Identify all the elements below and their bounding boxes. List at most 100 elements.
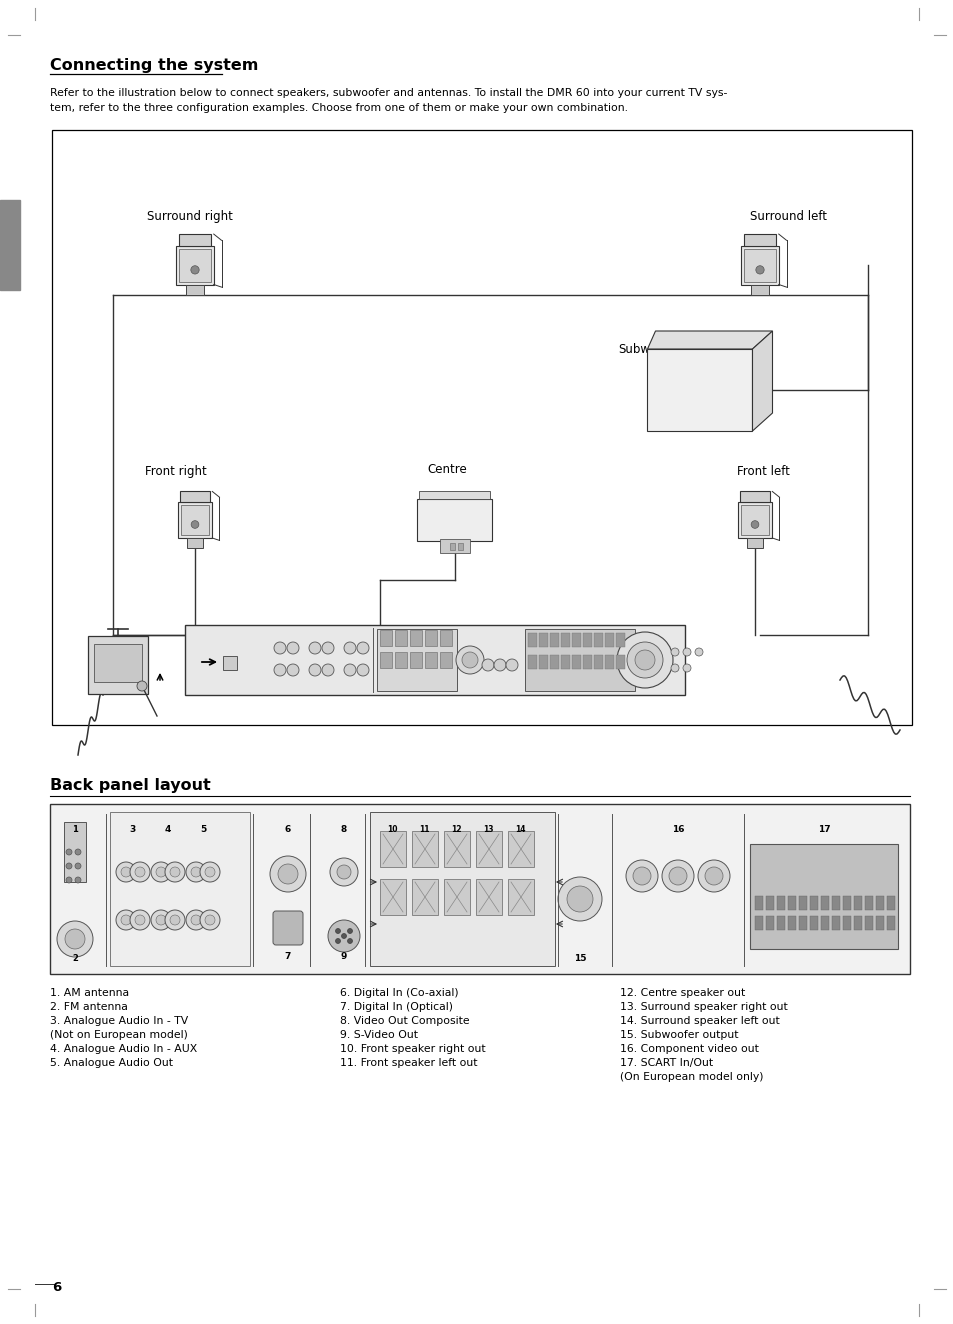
Bar bbox=[177, 502, 213, 538]
Text: 15. Subwoofer output: 15. Subwoofer output bbox=[619, 1030, 738, 1039]
Circle shape bbox=[191, 520, 198, 528]
Bar bbox=[376, 629, 456, 691]
Bar bbox=[410, 651, 421, 669]
Bar bbox=[379, 651, 392, 669]
Circle shape bbox=[698, 861, 729, 892]
Bar bbox=[776, 896, 784, 910]
Text: 6: 6 bbox=[285, 825, 291, 834]
Bar bbox=[457, 543, 462, 549]
Circle shape bbox=[200, 910, 220, 929]
Bar bbox=[776, 916, 784, 929]
Bar bbox=[412, 831, 437, 867]
Text: 17: 17 bbox=[817, 825, 829, 834]
Bar bbox=[179, 234, 211, 245]
Bar bbox=[560, 633, 569, 647]
Bar bbox=[52, 130, 911, 726]
Circle shape bbox=[151, 910, 171, 929]
Text: 16. Component video out: 16. Component video out bbox=[619, 1045, 758, 1054]
Text: Surround left: Surround left bbox=[749, 211, 826, 222]
Circle shape bbox=[344, 642, 355, 654]
Circle shape bbox=[336, 865, 351, 879]
Bar bbox=[842, 916, 850, 929]
Bar bbox=[799, 916, 806, 929]
Bar bbox=[787, 916, 795, 929]
Text: 15: 15 bbox=[573, 955, 586, 963]
Circle shape bbox=[137, 681, 147, 691]
Text: Connecting the system: Connecting the system bbox=[50, 58, 258, 73]
Circle shape bbox=[750, 520, 758, 528]
Text: Front right: Front right bbox=[145, 465, 207, 478]
Circle shape bbox=[57, 922, 92, 957]
Bar bbox=[560, 655, 569, 669]
Circle shape bbox=[170, 867, 180, 876]
Circle shape bbox=[121, 867, 131, 876]
Bar bbox=[379, 879, 406, 915]
Bar bbox=[572, 655, 580, 669]
Text: Back panel layout: Back panel layout bbox=[50, 779, 211, 793]
Circle shape bbox=[191, 266, 199, 274]
Circle shape bbox=[65, 929, 85, 949]
Bar bbox=[582, 633, 592, 647]
Circle shape bbox=[116, 910, 136, 929]
Bar bbox=[176, 245, 213, 285]
Circle shape bbox=[191, 867, 201, 876]
Text: Subwoofer: Subwoofer bbox=[618, 343, 679, 356]
Bar bbox=[765, 916, 773, 929]
Text: Surround right: Surround right bbox=[147, 211, 233, 222]
Bar bbox=[864, 896, 872, 910]
Text: 6. Digital In (Co-axial): 6. Digital In (Co-axial) bbox=[339, 988, 458, 998]
Circle shape bbox=[274, 642, 286, 654]
Circle shape bbox=[341, 933, 346, 939]
Circle shape bbox=[309, 642, 320, 654]
Bar bbox=[754, 896, 762, 910]
Bar bbox=[765, 896, 773, 910]
Bar bbox=[110, 812, 250, 967]
Circle shape bbox=[165, 862, 185, 882]
Circle shape bbox=[130, 910, 150, 929]
Text: 11: 11 bbox=[418, 825, 429, 834]
Circle shape bbox=[755, 266, 763, 274]
Bar bbox=[821, 916, 828, 929]
Polygon shape bbox=[647, 331, 772, 350]
Circle shape bbox=[205, 867, 214, 876]
Circle shape bbox=[670, 647, 679, 655]
Text: 1: 1 bbox=[72, 825, 78, 834]
Circle shape bbox=[481, 659, 494, 671]
Circle shape bbox=[170, 915, 180, 925]
Text: Front left: Front left bbox=[737, 465, 789, 478]
Circle shape bbox=[335, 939, 340, 944]
Circle shape bbox=[156, 867, 166, 876]
Bar bbox=[88, 636, 148, 694]
Circle shape bbox=[356, 642, 369, 654]
Text: 4. Analogue Audio In - AUX: 4. Analogue Audio In - AUX bbox=[50, 1045, 197, 1054]
Bar bbox=[450, 543, 455, 549]
Text: 16: 16 bbox=[671, 825, 683, 834]
Bar bbox=[831, 896, 840, 910]
Bar bbox=[749, 843, 897, 949]
Circle shape bbox=[322, 665, 334, 677]
Circle shape bbox=[670, 665, 679, 673]
Bar bbox=[417, 499, 492, 542]
Text: 8: 8 bbox=[340, 825, 347, 834]
Circle shape bbox=[130, 862, 150, 882]
Bar bbox=[550, 655, 558, 669]
Circle shape bbox=[356, 665, 369, 677]
Circle shape bbox=[186, 862, 206, 882]
Bar bbox=[842, 896, 850, 910]
Circle shape bbox=[661, 861, 693, 892]
Circle shape bbox=[335, 928, 340, 933]
Bar bbox=[538, 633, 547, 647]
Circle shape bbox=[695, 647, 702, 655]
Bar bbox=[809, 916, 817, 929]
Bar bbox=[443, 879, 470, 915]
Circle shape bbox=[461, 651, 477, 669]
Bar bbox=[412, 879, 437, 915]
Bar bbox=[439, 539, 470, 553]
Text: (Not on European model): (Not on European model) bbox=[50, 1030, 188, 1039]
Circle shape bbox=[344, 665, 355, 677]
Bar bbox=[476, 879, 501, 915]
Circle shape bbox=[633, 867, 650, 884]
Text: 12: 12 bbox=[450, 825, 460, 834]
Bar bbox=[582, 655, 592, 669]
Bar bbox=[186, 285, 204, 295]
